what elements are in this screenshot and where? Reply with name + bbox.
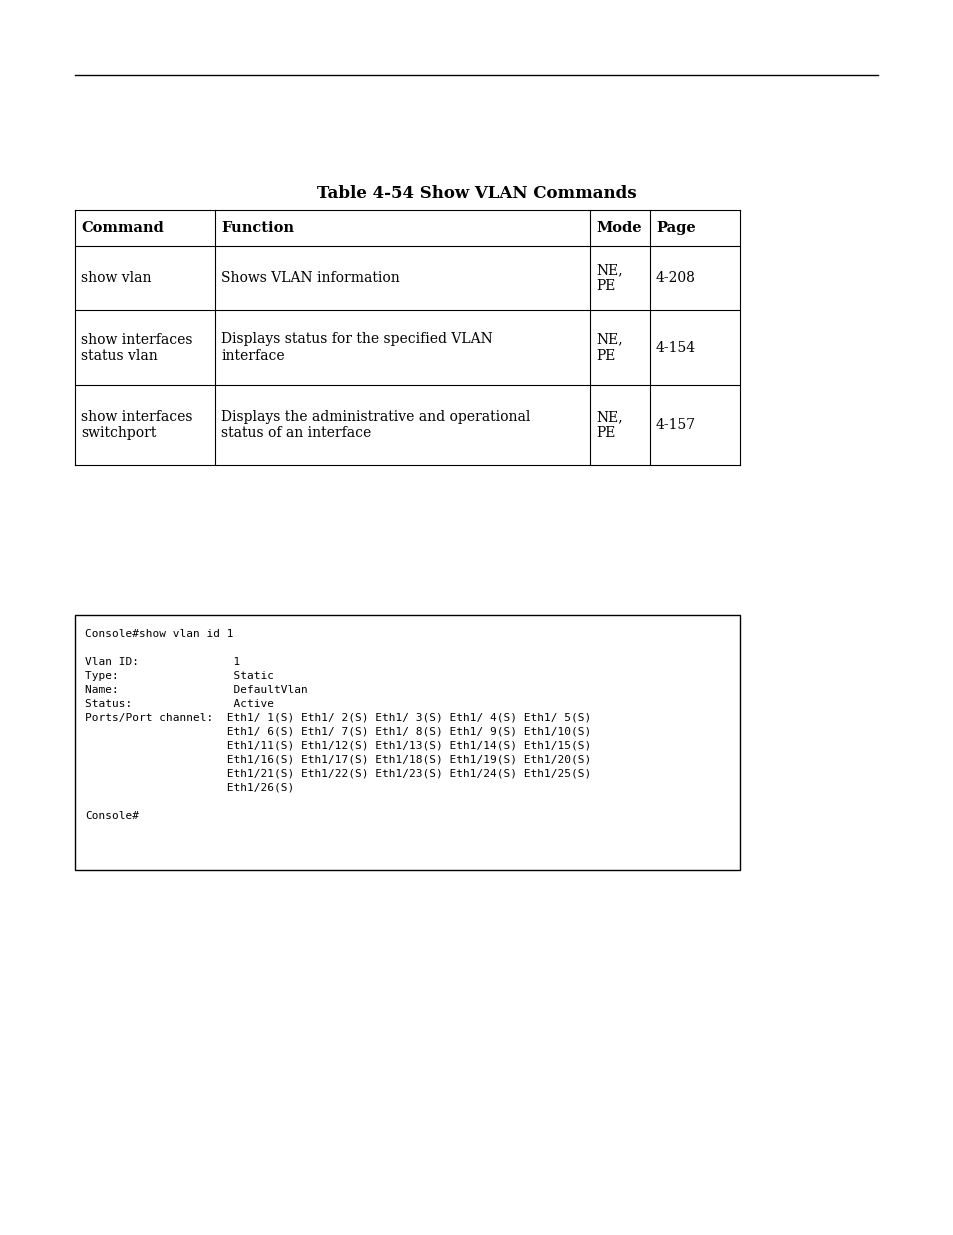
Text: Eth1/11(S) Eth1/12(S) Eth1/13(S) Eth1/14(S) Eth1/15(S): Eth1/11(S) Eth1/12(S) Eth1/13(S) Eth1/14… (85, 741, 591, 751)
Text: Type:                 Static: Type: Static (85, 671, 274, 680)
Text: Page: Page (656, 221, 695, 235)
Text: PE: PE (596, 426, 615, 440)
Bar (75, 615, 740, 869)
Text: Eth1/21(S) Eth1/22(S) Eth1/23(S) Eth1/24(S) Eth1/25(S): Eth1/21(S) Eth1/22(S) Eth1/23(S) Eth1/24… (85, 769, 591, 779)
Text: status of an interface: status of an interface (221, 426, 371, 440)
Text: Shows VLAN information: Shows VLAN information (221, 270, 399, 285)
Text: Name:                 DefaultVlan: Name: DefaultVlan (85, 685, 308, 695)
Text: Displays the administrative and operational: Displays the administrative and operatio… (221, 410, 530, 424)
Text: 4-154: 4-154 (656, 341, 696, 354)
Text: PE: PE (596, 348, 615, 363)
Text: Console#show vlan id 1: Console#show vlan id 1 (85, 629, 233, 638)
Text: 4-157: 4-157 (656, 417, 696, 432)
Text: NE,: NE, (596, 332, 622, 347)
Text: 4-208: 4-208 (656, 270, 695, 285)
Text: Displays status for the specified VLAN: Displays status for the specified VLAN (221, 332, 493, 347)
Text: show interfaces: show interfaces (81, 332, 193, 347)
Text: Mode: Mode (596, 221, 641, 235)
Text: NE,: NE, (596, 410, 622, 424)
Text: Console#: Console# (85, 811, 139, 821)
Text: Vlan ID:              1: Vlan ID: 1 (85, 657, 240, 667)
Text: PE: PE (596, 279, 615, 293)
Text: Eth1/26(S): Eth1/26(S) (85, 783, 294, 793)
Text: Status:               Active: Status: Active (85, 699, 274, 709)
Text: status vlan: status vlan (81, 348, 157, 363)
Text: Function: Function (221, 221, 294, 235)
Text: Command: Command (81, 221, 164, 235)
Text: Table 4-54 Show VLAN Commands: Table 4-54 Show VLAN Commands (316, 184, 637, 201)
Text: show vlan: show vlan (81, 270, 152, 285)
Text: switchport: switchport (81, 426, 156, 440)
Text: Ports/Port channel:  Eth1/ 1(S) Eth1/ 2(S) Eth1/ 3(S) Eth1/ 4(S) Eth1/ 5(S): Ports/Port channel: Eth1/ 1(S) Eth1/ 2(S… (85, 713, 591, 722)
Text: interface: interface (221, 348, 284, 363)
Text: Eth1/16(S) Eth1/17(S) Eth1/18(S) Eth1/19(S) Eth1/20(S): Eth1/16(S) Eth1/17(S) Eth1/18(S) Eth1/19… (85, 755, 591, 764)
Text: NE,: NE, (596, 263, 622, 277)
Text: show interfaces: show interfaces (81, 410, 193, 424)
Text: Eth1/ 6(S) Eth1/ 7(S) Eth1/ 8(S) Eth1/ 9(S) Eth1/10(S): Eth1/ 6(S) Eth1/ 7(S) Eth1/ 8(S) Eth1/ 9… (85, 727, 591, 737)
